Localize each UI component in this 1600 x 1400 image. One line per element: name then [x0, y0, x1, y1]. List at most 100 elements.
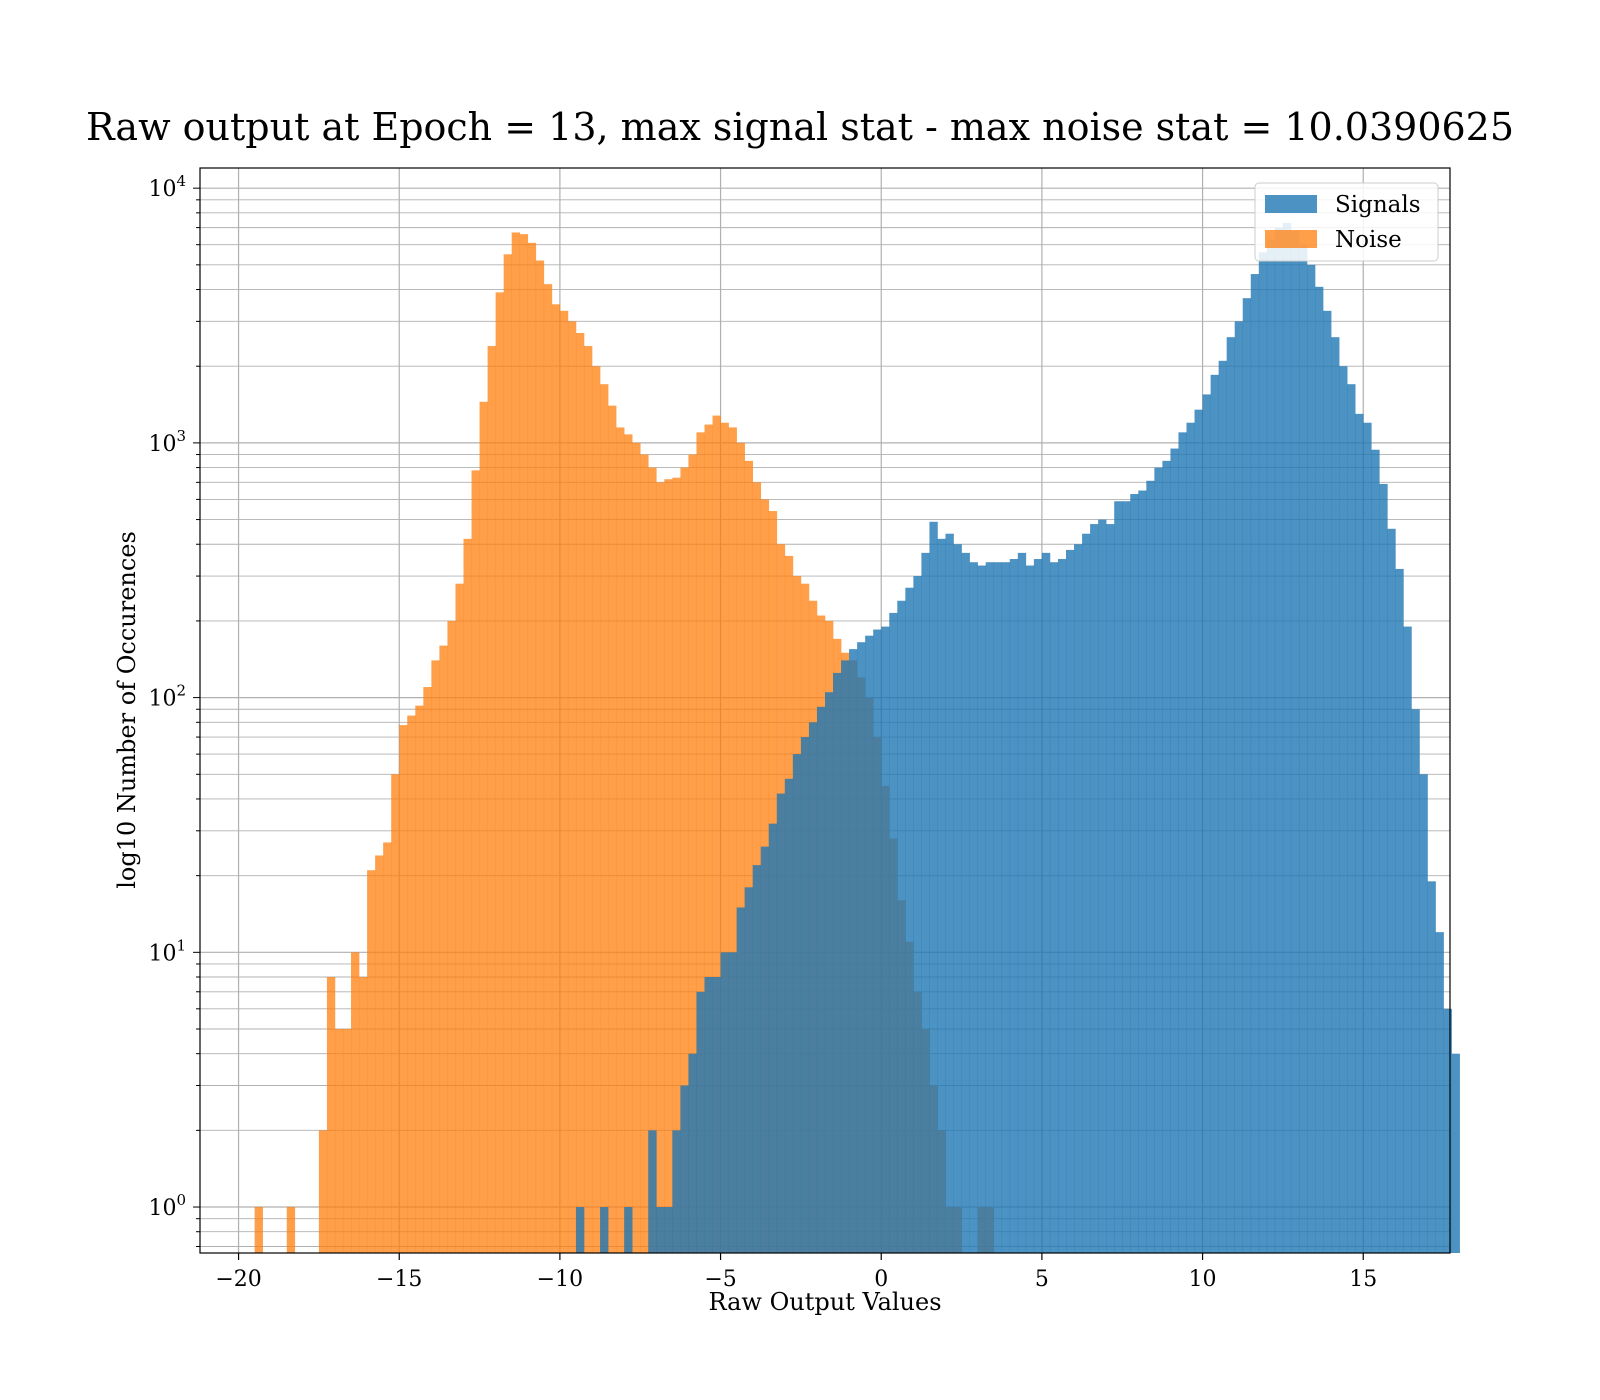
bar-signals: [937, 538, 946, 1253]
bar-signals: [784, 778, 794, 1253]
bar-signals: [1210, 374, 1219, 1253]
bar-signals: [1226, 337, 1236, 1254]
x-tick-label: −20: [215, 1267, 261, 1292]
y-tick-label: 102: [148, 682, 186, 712]
bar-signals: [1435, 932, 1444, 1253]
bar-signals: [624, 1207, 633, 1253]
bar-noise: [407, 715, 416, 1253]
x-tick-label: 5: [1035, 1267, 1049, 1292]
bar-noise: [334, 1028, 344, 1253]
bar-signals: [1170, 448, 1179, 1253]
bar-signals: [977, 565, 986, 1253]
bar-signals: [1186, 422, 1195, 1253]
bar-noise: [455, 583, 464, 1253]
bar-signals: [1009, 559, 1019, 1253]
bar-noise: [326, 977, 336, 1253]
bar-signals: [1443, 1008, 1452, 1253]
bar-noise: [567, 321, 577, 1253]
bar-signals: [1258, 252, 1268, 1253]
bar-signals: [575, 1207, 585, 1253]
bar-noise: [543, 284, 553, 1253]
x-tick-label: 15: [1349, 1267, 1377, 1292]
bar-noise: [383, 842, 392, 1253]
axis-ticks: −20 −15 −10 −5 0 5 10 15 100 101 102 103 104: [148, 172, 1377, 1292]
bar-noise: [712, 415, 721, 1253]
bar-noise: [415, 705, 424, 1253]
bar-signals: [1202, 394, 1211, 1253]
bar-noise: [583, 346, 593, 1254]
bar-signals: [1218, 360, 1227, 1253]
bar-signals: [1178, 432, 1187, 1253]
bar-noise: [728, 427, 737, 1253]
bar-signals: [881, 626, 890, 1253]
bar-noise: [551, 304, 561, 1253]
bar-signals: [993, 562, 1003, 1253]
bar-noise: [559, 310, 569, 1253]
bar-signals: [672, 1130, 681, 1253]
y-axis-label: log10 Number of Occurences: [113, 531, 141, 889]
bar-signals: [873, 629, 882, 1253]
bar-signals: [1266, 239, 1276, 1254]
bar-signals: [1234, 321, 1244, 1253]
bar-noise: [640, 454, 649, 1253]
bar-signals: [905, 587, 914, 1253]
bar-noise: [342, 1028, 352, 1253]
bar-signals: [1290, 230, 1300, 1253]
bar-signals: [1274, 227, 1284, 1253]
bar-signals: [825, 692, 834, 1253]
bar-signals: [1395, 568, 1404, 1253]
bar-signals: [808, 722, 818, 1253]
bar-noise: [744, 460, 753, 1253]
bar-signals: [1363, 422, 1372, 1253]
bar-signals: [1315, 286, 1324, 1253]
bar-signals: [800, 737, 810, 1253]
bar-noise: [600, 384, 609, 1253]
bar-noise: [688, 454, 697, 1253]
bar-noise: [503, 254, 512, 1254]
bar-signals: [768, 823, 778, 1253]
bar-noise: [648, 467, 657, 1253]
bar-noise: [367, 870, 376, 1253]
bar-noise: [519, 234, 529, 1253]
bar-signals: [648, 1130, 657, 1253]
bar-noise: [575, 333, 585, 1253]
bar-signals: [1106, 524, 1115, 1253]
bar-signals: [1339, 366, 1348, 1253]
bar-signals: [736, 907, 745, 1253]
bar-noise: [254, 1207, 263, 1253]
bar-signals: [897, 600, 906, 1253]
x-tick-label: 0: [874, 1267, 888, 1292]
bar-signals: [969, 562, 978, 1253]
bar-signals: [704, 977, 713, 1253]
legend-label-noise: Noise: [1335, 227, 1402, 253]
bar-signals: [953, 544, 962, 1253]
bar-noise: [351, 952, 360, 1253]
bar-noise: [511, 232, 521, 1253]
bar-noise: [463, 538, 472, 1253]
bar-noise: [431, 660, 440, 1253]
bar-noise: [423, 687, 432, 1253]
bar-signals: [656, 1207, 665, 1253]
y-tick-label: 101: [148, 936, 186, 966]
bar-signals: [664, 1207, 673, 1253]
bar-signals: [1427, 881, 1436, 1253]
bar-signals: [1307, 264, 1316, 1254]
legend-label-signals: Signals: [1335, 192, 1421, 218]
bar-signals: [1033, 559, 1043, 1253]
bar-signals: [849, 649, 858, 1253]
bar-noise: [286, 1207, 296, 1253]
bar-signals: [1242, 298, 1252, 1254]
bar-signals: [1082, 533, 1091, 1253]
bar-noise: [608, 405, 617, 1253]
bar-signals: [1001, 562, 1011, 1253]
bar-noise: [479, 401, 488, 1253]
bar-signals: [1387, 528, 1396, 1253]
bar-signals: [857, 642, 866, 1253]
x-tick-label: −5: [704, 1267, 736, 1292]
y-tick-label: 103: [148, 427, 186, 457]
legend: Signals Noise: [1254, 182, 1439, 262]
bar-signals: [1403, 626, 1412, 1253]
bar-signals: [1041, 552, 1051, 1253]
x-axis-label: Raw Output Values: [708, 1288, 941, 1316]
bar-noise: [736, 442, 745, 1254]
